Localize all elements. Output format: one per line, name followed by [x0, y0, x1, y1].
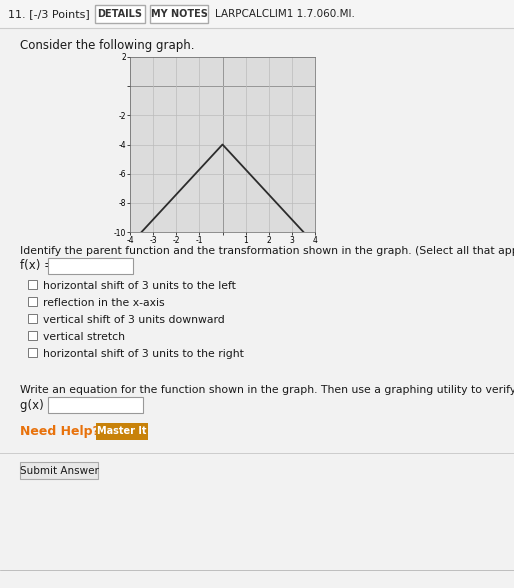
Text: f(x) =: f(x) =: [20, 259, 54, 272]
Text: 11. [-/3 Points]: 11. [-/3 Points]: [8, 9, 90, 19]
Text: Write an equation for the function shown in the graph. Then use a graphing utili: Write an equation for the function shown…: [20, 385, 514, 395]
Text: Master It: Master It: [97, 426, 147, 436]
Text: horizontal shift of 3 units to the right: horizontal shift of 3 units to the right: [43, 349, 244, 359]
Text: DETAILS: DETAILS: [98, 9, 142, 19]
Bar: [48, 258, 133, 274]
Bar: [48, 397, 143, 413]
Bar: [0, 0, 514, 28]
Text: vertical stretch: vertical stretch: [43, 332, 125, 342]
Text: LARPCALCLIM1 1.7.060.MI.: LARPCALCLIM1 1.7.060.MI.: [215, 9, 355, 19]
FancyBboxPatch shape: [95, 5, 145, 23]
Text: Need Help?: Need Help?: [20, 425, 100, 437]
Text: MY NOTES: MY NOTES: [151, 9, 208, 19]
FancyBboxPatch shape: [150, 5, 208, 23]
Text: horizontal shift of 3 units to the left: horizontal shift of 3 units to the left: [43, 281, 236, 291]
Bar: [28, 348, 37, 357]
Text: Consider the following graph.: Consider the following graph.: [20, 38, 194, 52]
Bar: [28, 280, 37, 289]
Bar: [96, 423, 148, 440]
Bar: [28, 297, 37, 306]
Bar: [28, 331, 37, 340]
Text: vertical shift of 3 units downward: vertical shift of 3 units downward: [43, 315, 225, 325]
Text: Submit Answer: Submit Answer: [20, 466, 99, 476]
Text: g(x) =: g(x) =: [20, 399, 58, 412]
Bar: [28, 314, 37, 323]
Text: Identify the parent function and the transformation shown in the graph. (Select : Identify the parent function and the tra…: [20, 246, 514, 256]
FancyBboxPatch shape: [20, 462, 98, 479]
Text: reflection in the x-axis: reflection in the x-axis: [43, 298, 164, 308]
